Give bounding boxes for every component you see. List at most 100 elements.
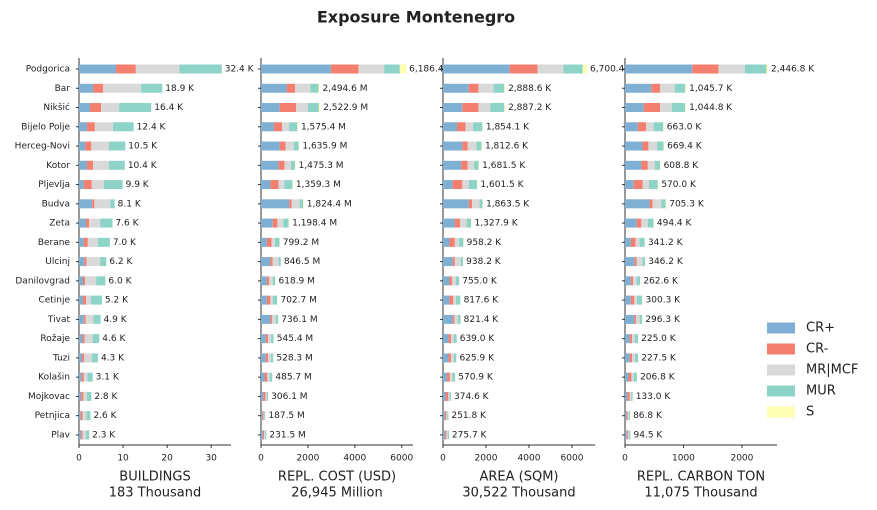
bar-segment	[654, 160, 661, 170]
bar-segment	[112, 122, 134, 132]
bar-segment	[629, 391, 632, 401]
bar-segment	[443, 218, 455, 228]
bar-segment	[266, 391, 269, 401]
x-axis-detail: 26,945 Million	[291, 486, 382, 501]
bar-segment	[443, 314, 453, 324]
x-axis-label: REPL. CARBON TON	[637, 470, 765, 485]
bar-segment	[270, 295, 273, 305]
bar-segment	[82, 334, 85, 344]
bar-segment	[96, 276, 106, 286]
x-axis-label: REPL. COST (USD)	[278, 470, 396, 485]
total-label: 3.1 K	[96, 373, 120, 383]
total-label: 1,044.8 K	[689, 103, 733, 113]
bar-segment	[399, 64, 407, 74]
bar-segment	[443, 372, 447, 382]
category-label: Bijelo Polje	[21, 122, 70, 132]
x-axis-label: BUILDINGS	[119, 470, 190, 485]
total-label: 18.9 K	[165, 84, 195, 94]
bar-segment	[633, 180, 643, 190]
bar-segment	[634, 353, 639, 363]
bar-segment	[452, 180, 463, 190]
bar-segment	[299, 199, 304, 209]
bar-segment	[272, 218, 278, 228]
legend-swatch	[767, 322, 795, 334]
bar-segment	[625, 64, 693, 74]
total-label: 6,700.4	[590, 65, 625, 75]
bar-segment	[445, 391, 449, 401]
legend-swatch	[767, 385, 795, 397]
bar-segment	[81, 430, 83, 440]
bar-segment	[625, 122, 638, 132]
total-label: 1,359.3 M	[296, 180, 341, 190]
total-label: 669.4 K	[667, 142, 703, 152]
bar-segment	[443, 411, 445, 421]
bar-segment	[261, 411, 263, 421]
bar-segment	[625, 334, 630, 344]
total-label: 275.7 K	[452, 430, 488, 440]
category-label: Petnjica	[35, 411, 70, 421]
total-label: 187.5 M	[268, 411, 304, 421]
bar-segment	[462, 103, 479, 113]
bar-segment	[79, 218, 87, 228]
x-tick-label: 0	[440, 454, 446, 464]
bar-segment	[286, 83, 296, 93]
bar-segment	[83, 391, 87, 401]
total-label: 374.6 K	[454, 392, 490, 402]
bar-segment	[79, 276, 83, 286]
bar-segment	[82, 430, 87, 440]
bar-segment	[263, 391, 266, 401]
bar-segment	[94, 122, 113, 132]
bar-segment	[79, 160, 87, 170]
bar-segment	[636, 314, 640, 324]
bar-segment	[85, 276, 97, 286]
bar-segment	[443, 295, 450, 305]
total-label: 1,475.3 M	[299, 161, 344, 171]
bar-segment	[627, 430, 630, 440]
bar-segment	[284, 180, 293, 190]
bar-segment	[83, 237, 88, 247]
bar-segment	[449, 372, 453, 382]
bar-segment	[261, 218, 273, 228]
bar-segment	[448, 391, 450, 401]
bar-segment	[87, 237, 98, 247]
bar-segment	[625, 411, 627, 421]
bar-segment	[268, 334, 271, 344]
x-tick-label: 2000	[475, 454, 498, 464]
bar-segment	[504, 83, 506, 93]
bar-segment	[296, 103, 308, 113]
category-label: Berane	[38, 238, 71, 248]
total-label: 296.3 K	[645, 315, 681, 325]
bar-segment	[444, 411, 447, 421]
bar-segment	[647, 218, 654, 228]
bar-segment	[261, 122, 274, 132]
bar-segment	[261, 237, 267, 247]
bar-segment	[87, 372, 93, 382]
bar-segment	[179, 64, 222, 74]
bar-segment	[86, 411, 91, 421]
bar-segment	[646, 122, 654, 132]
bar-segment	[81, 372, 84, 382]
bar-segment	[443, 237, 450, 247]
category-label: Tuzi	[52, 353, 70, 363]
total-label: 528.3 M	[276, 353, 312, 363]
bar-segment	[93, 160, 109, 170]
total-label: 958.2 K	[467, 238, 503, 248]
bar-segment	[81, 391, 84, 401]
bar-segment	[86, 295, 91, 305]
total-label: 2.6 K	[93, 411, 117, 421]
bar-segment	[446, 372, 450, 382]
bar-segment	[642, 180, 649, 190]
bar-segment	[79, 353, 83, 363]
bar-segment	[482, 122, 483, 132]
bar-segment	[625, 314, 635, 324]
bar-segment	[458, 314, 461, 324]
bar-segment	[86, 218, 90, 228]
bar-segment	[261, 391, 264, 401]
bar-segment	[92, 199, 95, 209]
total-label: 1,812.6 K	[485, 142, 529, 152]
x-tick-label: 1000	[672, 454, 695, 464]
bar-segment	[94, 199, 111, 209]
bar-segment	[625, 141, 643, 151]
total-label: 133.0 K	[636, 392, 672, 402]
bar-segment	[318, 103, 321, 113]
